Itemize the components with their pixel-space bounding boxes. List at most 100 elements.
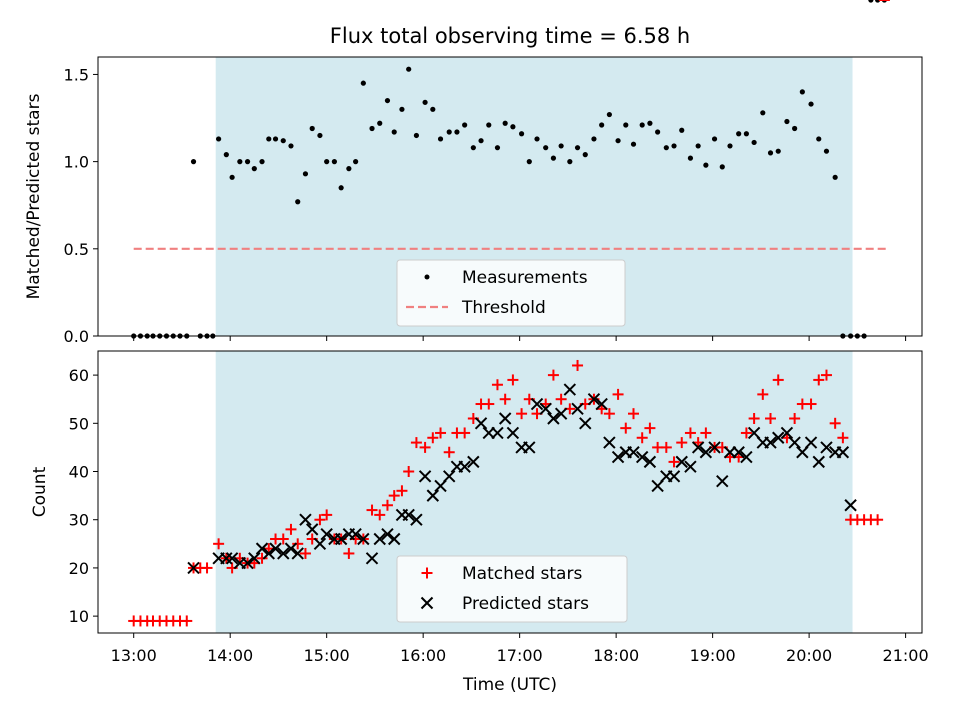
- matched-star-point: [285, 523, 297, 535]
- predicted-star-point: [603, 436, 616, 449]
- matched-star-point: [443, 446, 455, 458]
- measurement-point: [360, 80, 366, 86]
- measurement-point: [502, 120, 508, 126]
- measurement-point: [462, 122, 468, 128]
- cross-stroke-b: [812, 455, 825, 469]
- measurement-point: [639, 122, 645, 128]
- ratio-y-tick-label: 1.5: [64, 65, 89, 84]
- predicted-star-point: [780, 426, 794, 440]
- legend-measurement-marker: [424, 274, 430, 280]
- predicted-star-point: [426, 489, 440, 502]
- predicted-star-point: [547, 412, 560, 425]
- measurement-point: [784, 118, 790, 125]
- predicted-star-point: [313, 537, 327, 551]
- predicted-star-point: [836, 446, 850, 459]
- measurement-point: [406, 66, 412, 72]
- matched-star-point: [668, 456, 680, 468]
- measurement-point: [687, 155, 694, 161]
- predicted-star-point: [365, 552, 379, 565]
- cross-stroke-b: [458, 460, 471, 473]
- measurement-point: [430, 106, 436, 112]
- measurement-point: [302, 171, 309, 177]
- measurement-point: [606, 111, 612, 118]
- predicted-star-point: [269, 542, 282, 555]
- matched-star-point: [805, 398, 817, 410]
- predicted-star-point: [284, 542, 298, 555]
- predicted-star-point: [675, 455, 688, 469]
- measurement-point: [391, 129, 397, 135]
- measurement-point: [808, 101, 814, 107]
- predicted-star-point: [764, 436, 777, 449]
- ratio-panel-frame: [97, 56, 923, 337]
- predicted-star-point: [788, 436, 801, 449]
- predicted-star-point: [530, 397, 544, 411]
- count-panel-frame: [97, 350, 923, 634]
- time-x-tick-label: 16:00: [400, 646, 446, 665]
- cross-stroke-b: [587, 392, 601, 406]
- cross-stroke-b: [241, 556, 254, 570]
- cross-stroke-b: [747, 426, 761, 440]
- count-y-tick-label: 10: [69, 607, 89, 626]
- predicted-star-point: [587, 392, 601, 406]
- cross-stroke-b: [506, 426, 520, 440]
- measurement-point: [623, 122, 629, 128]
- predicted-star-point: [418, 470, 432, 483]
- measurement-point: [470, 145, 476, 151]
- predicted-star-point: [187, 561, 200, 575]
- measurement-point: [534, 136, 540, 142]
- predicted-star-point: [820, 441, 833, 454]
- measurement-point: [413, 132, 420, 139]
- ratio-y-tick-label: 0.0: [64, 327, 89, 346]
- predicted-star-point: [667, 470, 681, 483]
- measurement-point: [599, 122, 605, 128]
- measurement-point: [280, 138, 286, 144]
- cross-stroke-b: [491, 426, 504, 440]
- legend-matched-label: Matched stars: [462, 564, 582, 584]
- matched-star-point: [789, 412, 801, 424]
- ratio-panel: 0.0 0.5 1.0 1.5 Matched/Predicted stars Mea…: [24, 0, 923, 346]
- cross-stroke-b: [530, 397, 544, 411]
- cross-stroke-b: [365, 552, 379, 565]
- matched-star-point: [314, 514, 326, 526]
- matched-star-point: [499, 393, 511, 405]
- cross-stroke-b: [313, 537, 327, 551]
- matched-star-point: [374, 509, 386, 521]
- predicted-star-point: [523, 441, 536, 454]
- matched-star-point: [813, 374, 825, 386]
- cross-stroke-b: [357, 532, 370, 546]
- matched-star-point: [292, 538, 304, 550]
- ratio-legend: Measurements Threshold: [396, 259, 626, 327]
- cross-stroke-b: [611, 450, 625, 464]
- measurement-point: [229, 174, 235, 180]
- measurement-point: [324, 159, 330, 165]
- measurement-point: [751, 139, 757, 146]
- cross-stroke-b: [804, 436, 818, 449]
- matched-star-point: [748, 412, 760, 424]
- cross-stroke-b: [579, 417, 592, 430]
- measurement-point: [494, 145, 501, 151]
- predicted-star-point: [611, 450, 625, 464]
- matched-star-point: [872, 514, 884, 526]
- cross-stroke-b: [474, 417, 488, 430]
- measurement-point: [615, 138, 621, 144]
- predicted-star-point: [458, 460, 471, 473]
- measurement-point: [663, 145, 669, 151]
- ratio-y-axis-label: Matched/Predicted stars: [24, 93, 44, 299]
- count-y-tick-label: 20: [69, 559, 89, 578]
- legend-matched-marker: [421, 567, 433, 579]
- predicted-star-point: [491, 426, 504, 440]
- measurement-point: [719, 164, 725, 170]
- cross-stroke-b: [373, 532, 386, 546]
- cross-stroke-b: [603, 436, 616, 449]
- cross-stroke-b: [563, 383, 577, 396]
- predicted-star-point: [740, 450, 753, 464]
- cross-stroke-b: [269, 542, 282, 555]
- cross-stroke-b: [667, 470, 681, 483]
- count-panel: 10 20 30 40 50 60 13:00 14:00 15:00 16:00 17:00 18:…: [30, 0, 929, 695]
- measurement-point: [266, 136, 272, 142]
- predicted-star-point: [291, 547, 304, 560]
- predicted-star-point: [241, 556, 254, 570]
- matched-star-point: [555, 393, 567, 405]
- matched-star-point: [256, 552, 268, 564]
- predicted-star-point: [299, 513, 312, 526]
